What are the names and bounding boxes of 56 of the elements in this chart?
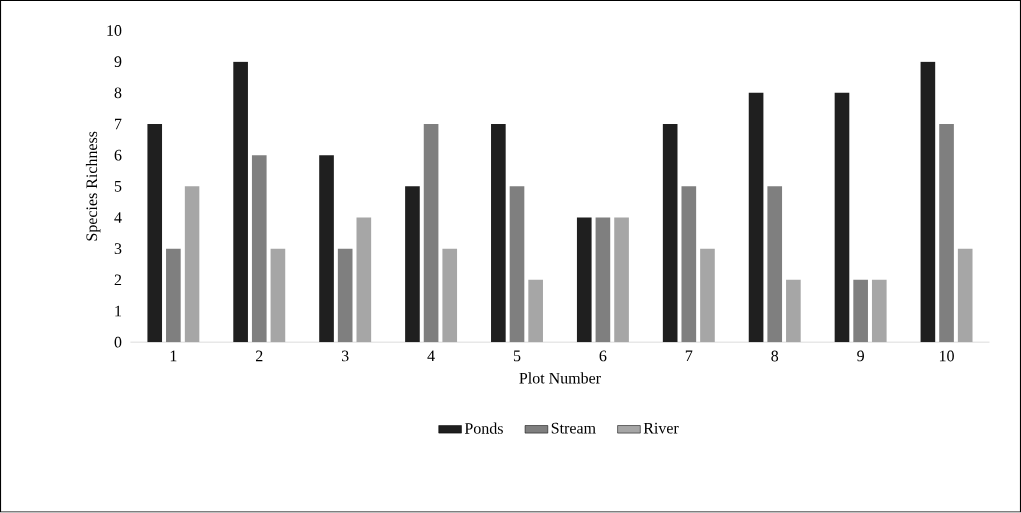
bar (957, 248, 973, 343)
bar (184, 186, 200, 343)
bar (233, 61, 248, 343)
bar (662, 124, 678, 343)
bar (786, 280, 801, 343)
x-tick-label: 3 (341, 350, 349, 362)
x-tick-label: 4 (427, 350, 435, 362)
legend-label: River (643, 423, 679, 434)
bar (491, 124, 506, 343)
bar (251, 155, 267, 343)
x-tick-label: 6 (599, 350, 607, 362)
bar (319, 155, 334, 343)
x-tick-label: 2 (255, 350, 263, 362)
y-tick-label: 8 (114, 87, 122, 99)
legend-label: Stream (551, 423, 596, 434)
bar (166, 248, 181, 343)
bar (939, 124, 954, 343)
y-axis-title: Species Richness (85, 131, 101, 241)
bar (834, 93, 850, 343)
bar (423, 124, 439, 343)
y-tick-label: 2 (114, 274, 122, 286)
y-tick-label: 6 (114, 150, 122, 161)
y-tick-label: 10 (107, 25, 122, 37)
y-tick-label: 9 (114, 56, 122, 68)
x-tick-label: 8 (771, 350, 779, 362)
x-tick-label: 5 (513, 350, 521, 362)
bar (853, 280, 868, 343)
bar (270, 248, 286, 343)
bar (614, 217, 629, 343)
bar (748, 93, 764, 343)
bar (147, 124, 163, 343)
bar (681, 186, 697, 343)
bar (442, 248, 458, 343)
bar (871, 280, 887, 343)
x-tick-label: 10 (939, 350, 954, 362)
y-tick-label: 5 (114, 181, 122, 192)
y-tick-label: 1 (115, 305, 122, 317)
bar (509, 186, 525, 343)
y-tick-label: 0 (114, 337, 122, 348)
legend-label: Ponds (464, 422, 503, 435)
bar (920, 61, 936, 343)
bar (356, 217, 372, 343)
y-tick-label: 4 (114, 212, 122, 223)
bar (700, 248, 715, 343)
bar (576, 217, 592, 343)
y-tick-label: 3 (114, 243, 122, 255)
bar (405, 186, 420, 343)
y-tick-label: 7 (115, 119, 122, 130)
x-tick-label: 7 (685, 350, 693, 362)
bar (595, 217, 611, 343)
x-tick-label: 9 (857, 350, 864, 362)
bar (337, 248, 353, 343)
bar (767, 186, 783, 343)
bar (528, 280, 543, 343)
x-axis-title: Plot Number (519, 372, 601, 384)
x-tick-label: 1 (170, 350, 177, 362)
